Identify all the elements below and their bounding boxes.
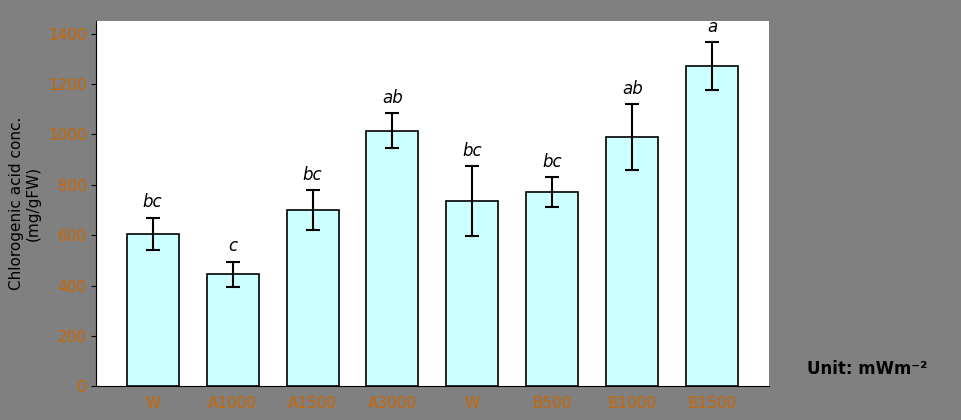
Bar bbox=[606, 137, 658, 386]
Text: bc: bc bbox=[143, 193, 162, 211]
Y-axis label: Chlorogenic acid conc.
(mg/gFW): Chlorogenic acid conc. (mg/gFW) bbox=[9, 117, 41, 290]
Bar bbox=[286, 210, 338, 386]
Bar bbox=[527, 192, 579, 386]
Bar bbox=[366, 131, 418, 386]
Text: bc: bc bbox=[462, 142, 482, 160]
Bar bbox=[127, 234, 179, 386]
Text: a: a bbox=[707, 18, 717, 36]
Bar bbox=[207, 274, 259, 386]
Text: bc: bc bbox=[543, 153, 562, 171]
Bar bbox=[447, 201, 499, 386]
Bar bbox=[686, 66, 738, 386]
Text: Unit: mWm⁻²: Unit: mWm⁻² bbox=[807, 360, 927, 378]
Text: ab: ab bbox=[622, 80, 643, 98]
Text: bc: bc bbox=[303, 165, 322, 184]
Text: c: c bbox=[228, 237, 237, 255]
Text: ab: ab bbox=[382, 89, 403, 107]
